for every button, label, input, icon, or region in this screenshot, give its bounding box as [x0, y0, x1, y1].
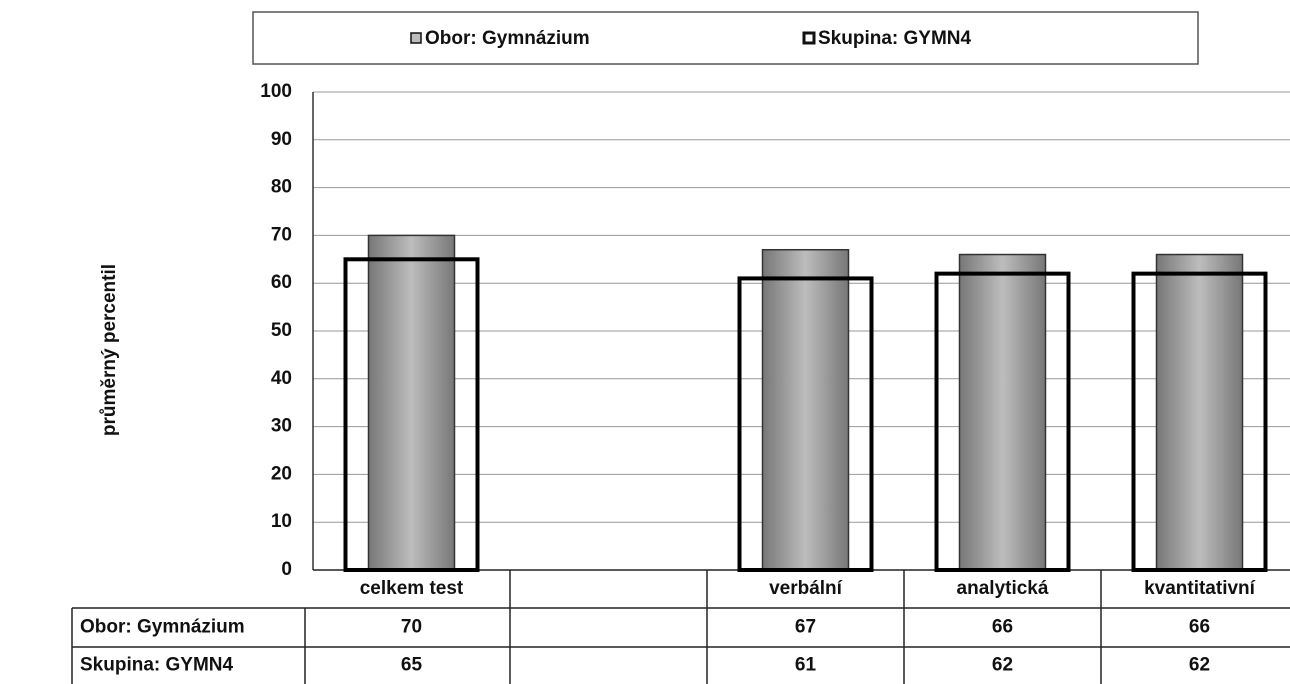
table-row-label: Obor: Gymnázium: [80, 617, 245, 638]
bar: [934, 271, 1071, 572]
bar: [1155, 253, 1244, 571]
table-value: 67: [795, 617, 816, 638]
bar: [761, 248, 850, 571]
table-value: 66: [1189, 617, 1210, 638]
table-value: 70: [401, 617, 422, 638]
y-tick-label: 30: [271, 416, 292, 437]
bar: [367, 234, 456, 571]
y-tick-label: 90: [271, 129, 292, 150]
table-row-label: Skupina: GYMN4: [80, 655, 234, 676]
y-axis-title: průměrný percentil: [99, 264, 120, 436]
y-tick-label: 80: [271, 177, 292, 198]
table-value: 62: [1189, 655, 1210, 676]
table-value: 66: [992, 617, 1013, 638]
y-tick-label: 50: [271, 320, 292, 341]
table-value: 61: [795, 655, 817, 676]
y-tick-label: 60: [271, 272, 292, 293]
legend-box: [252, 11, 1199, 65]
y-tick-label: 20: [271, 463, 292, 484]
x-tick-label: celkem test: [360, 578, 464, 599]
x-tick-label: analytická: [957, 578, 1049, 599]
x-tick-label: verbální: [769, 578, 843, 599]
table-value: 62: [992, 655, 1013, 676]
y-tick-label: 0: [281, 559, 292, 580]
legend-marker: [410, 32, 422, 44]
y-tick-label: 10: [271, 511, 292, 532]
table-value: 65: [401, 655, 423, 676]
legend-label: Obor: Gymnázium: [425, 28, 590, 49]
y-tick-label: 70: [271, 224, 292, 245]
legend-marker: [802, 31, 816, 45]
bar: [737, 276, 874, 572]
y-tick-label: 40: [271, 368, 292, 389]
bar: [958, 253, 1047, 571]
legend-label: Skupina: GYMN4: [818, 28, 972, 49]
y-tick-label: 100: [260, 81, 292, 102]
bar: [343, 257, 480, 572]
bar: [1131, 271, 1268, 572]
x-tick-label: kvantitativní: [1144, 578, 1256, 599]
